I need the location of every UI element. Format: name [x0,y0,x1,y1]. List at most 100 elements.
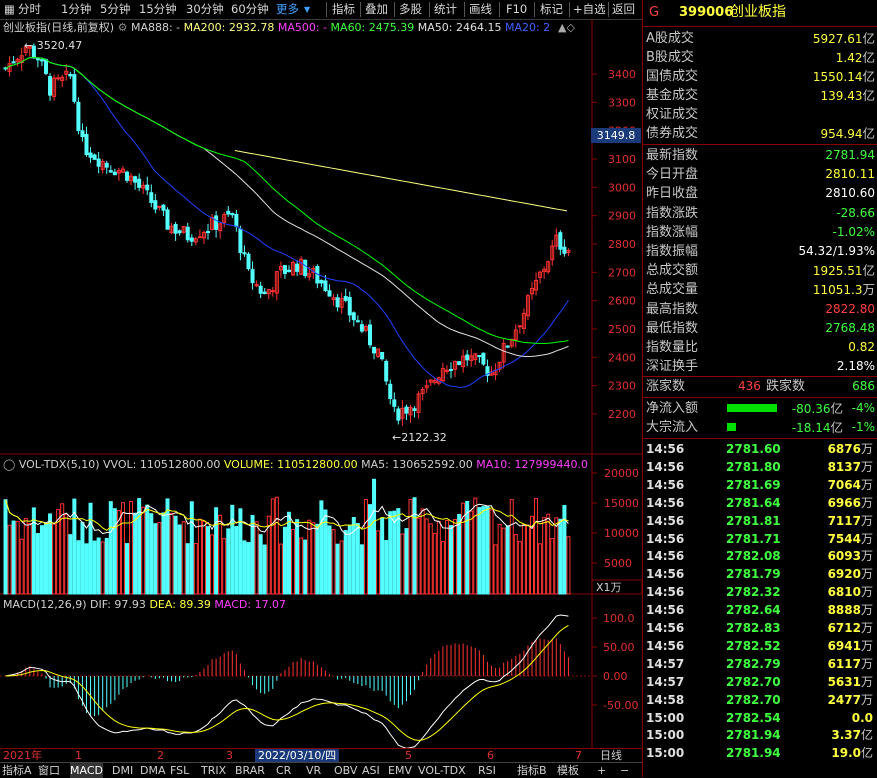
settings-icon[interactable]: ⚙ [117,21,128,34]
candle-body [505,345,510,348]
price-axis-label: 3300 [608,96,636,109]
tick-volume: 6941万 [827,638,873,653]
tab-1min[interactable]: 1分钟 [61,2,92,16]
tab-11[interactable]: ASI [362,764,380,777]
diamond-icon[interactable]: ◇ [566,21,575,34]
fall-label: 跌家数 [766,379,806,394]
tab-30min[interactable]: 30分钟 [186,2,224,16]
overlay-button[interactable]: 叠加 [365,2,388,16]
candle-body [347,296,352,316]
expand-icon[interactable]: ◯ [3,458,16,471]
candle-body [449,368,453,371]
tab-18[interactable]: − [620,764,630,777]
period-label[interactable]: 日线 [600,749,622,762]
chevron-down-icon[interactable]: ▼ [304,5,311,14]
tick-volume: 6810万 [827,585,873,600]
price-axis-label: 2300 [608,380,636,393]
volume-bar [92,540,97,595]
ma200-line [234,150,568,212]
kline-chart[interactable]: X1万3400330032003100300029002800270026002… [0,20,642,762]
tab-5[interactable]: FSL [170,764,190,777]
candle-body [262,291,267,295]
add-watchlist-button[interactable]: +自选 [573,2,606,16]
statistics-button[interactable]: 统计 [434,2,457,16]
tick-row: 15:00 2781.94 19.0亿 [646,744,875,762]
candle-body [137,178,142,188]
candle-body [530,287,534,295]
tab-timeshare[interactable]: 分时 [18,2,41,16]
volume-bar [214,507,219,595]
tab-1[interactable]: 窗口 [38,764,60,777]
tab-17[interactable]: + [597,764,607,777]
volume-bar [197,518,202,595]
x-label-7: 7 [575,749,582,762]
tab-15min[interactable]: 15分钟 [139,2,177,16]
tick-price: 2782.79 [726,656,781,671]
vol-ma10-label: MA10: 127999440.0 [476,458,588,471]
volume-bar [210,534,215,595]
macd-value-label: MACD: 17.07 [214,598,287,611]
volume-bar [52,523,57,595]
volume-bar [542,517,547,595]
volume-bar [473,497,478,595]
candle-body [125,171,129,181]
tab-6[interactable]: TRIX [201,764,227,777]
tab-4[interactable]: DMA [140,764,166,777]
volume-bar [505,525,510,595]
volume-bar [125,543,129,595]
volume-bar [449,525,453,595]
back-button[interactable]: 返回 [612,2,635,16]
tab-15[interactable]: 指标B [517,764,547,777]
stat-value: 54.32/1.93% [798,244,875,258]
vol-axis-label: 15000 [604,497,639,510]
draw-line-button[interactable]: 画线 [469,2,492,16]
multi-stock-button[interactable]: 多股 [399,2,422,16]
tab-3[interactable]: DMI [112,764,134,777]
candle-body [100,160,105,170]
tab-7[interactable]: BRAR [235,764,265,777]
f10-button[interactable]: F10 [506,2,528,16]
volume-bar [27,523,32,595]
stat-row: 深证换手 2.18% [646,357,875,376]
price-axis-label: 2800 [608,238,636,251]
tab-10[interactable]: OBV [334,764,358,777]
candle-body [96,158,101,167]
tick-volume: 19.0亿 [831,746,873,761]
volume-bar [266,515,271,595]
tab-2[interactable]: MACD [70,763,103,778]
volume-bar [108,501,113,595]
candle-body [84,133,89,156]
candle-body [384,360,389,382]
tab-8[interactable]: CR [276,764,292,777]
tick-price: 2782.52 [726,638,781,653]
tab-5min[interactable]: 5分钟 [100,2,131,16]
tab-60min[interactable]: 60分钟 [231,2,269,16]
candle-body [331,297,336,301]
tab-12[interactable]: EMV [388,764,412,777]
tab-14[interactable]: RSI [478,764,496,777]
chevron-up-icon[interactable]: ▲ [558,21,567,34]
candle-body [372,346,377,354]
volume-legend: ◯ VOL-TDX(5,10) VVOL: 110512800.00 VOLUM… [3,458,588,472]
stat-label: 今日开盘 [646,167,699,183]
volume-bar [11,520,16,595]
volume-bar [201,520,206,595]
tab-9[interactable]: VR [306,764,322,777]
indicator-button[interactable]: 指标 [332,2,355,16]
tick-volume: 7544万 [827,531,873,546]
candle-body [282,265,287,274]
candle-body [270,290,275,293]
more-dropdown[interactable]: 更多 [276,2,299,16]
stat-label: 最高指数 [646,301,699,317]
turnover-label: 基金成交 [646,88,699,103]
stat-label: 总成交额 [646,263,699,279]
tab-16[interactable]: 模板 [557,764,579,777]
stat-row: 指数量比 0.82 [646,338,875,357]
candle-body [517,325,522,328]
volume-bar [481,506,486,595]
volume-bar [311,522,316,595]
grid-icon[interactable]: ▦ [4,2,15,16]
mark-button[interactable]: 标记 [540,2,563,16]
tab-0[interactable]: 指标A [2,764,32,777]
tab-13[interactable]: VOL-TDX [418,764,466,777]
